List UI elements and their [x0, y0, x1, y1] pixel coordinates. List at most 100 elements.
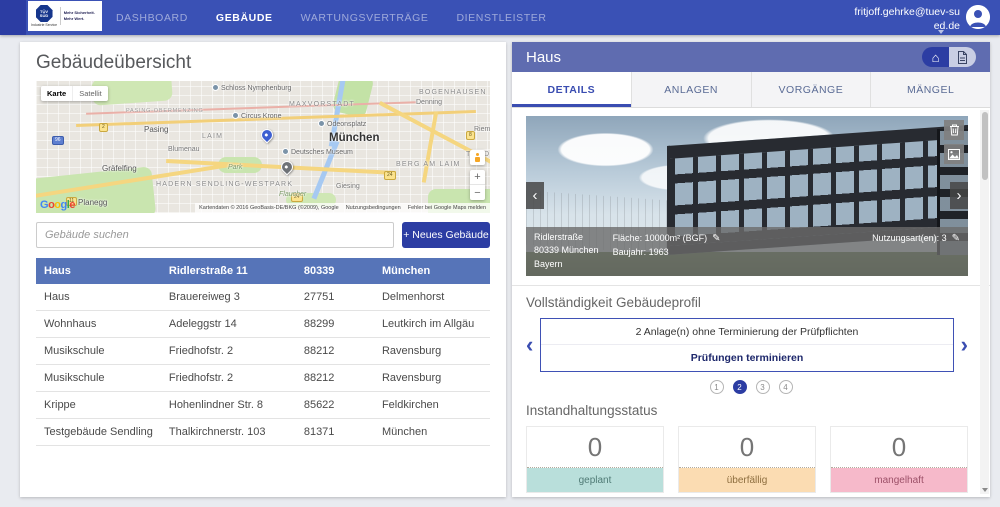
column-header: Haus: [36, 258, 161, 284]
tab-anlagen[interactable]: ANLAGEN: [632, 72, 752, 107]
building-map-marker[interactable]: [258, 126, 276, 144]
scrollbar-thumb[interactable]: [981, 112, 988, 180]
address-city: 80339 München: [534, 245, 599, 255]
scrollbar-down-arrow[interactable]: [980, 485, 989, 494]
zoom-in-button[interactable]: +: [470, 170, 485, 185]
section-divider: [512, 285, 990, 286]
building-address: Ridlerstraße 80339 München Bayern: [534, 231, 599, 272]
pegman-streetview-icon[interactable]: [470, 150, 485, 165]
delete-photo-button[interactable]: [944, 120, 964, 140]
status-label: mangelhaft: [831, 468, 967, 492]
schedule-inspections-link[interactable]: Prüfungen terminieren: [690, 352, 804, 364]
building-facts: Fläche: 10000m² (BGF) ✎ Baujahr: 1963: [613, 231, 859, 272]
google-logo: Google: [40, 199, 75, 211]
nav-item-wartungsvertraege[interactable]: WARTUNGSVERTRÄGE: [300, 11, 429, 24]
building-map-marker-inactive[interactable]: [278, 158, 296, 176]
profile-task-card: 2 Anlage(n) ohne Terminierung der Prüfpf…: [540, 318, 954, 372]
document-icon: [958, 50, 967, 64]
panel-scrollbar[interactable]: [980, 110, 989, 494]
logo-divider: [60, 7, 61, 25]
user-menu-caret-icon[interactable]: [938, 30, 944, 34]
table-row[interactable]: Krippe Hohenlindner Str. 8 85622 Feldkirche…: [36, 391, 490, 419]
column-header: München: [373, 258, 490, 284]
map-zoom-control: + −: [470, 170, 485, 200]
table-row[interactable]: Musikschule Friedhofstr. 2 88212 Ravensburg: [36, 337, 490, 365]
new-building-button[interactable]: + Neues Gebäude: [402, 222, 490, 248]
column-header: Ridlerstraße 11: [160, 258, 296, 284]
user-avatar-icon[interactable]: [966, 5, 990, 29]
nav-item-gebaeude[interactable]: GEBÄUDE: [215, 11, 273, 24]
map-label-district: LAIM: [202, 133, 224, 140]
gallery-button[interactable]: [944, 144, 964, 164]
carousel-pagination: 1 2 3 4: [526, 380, 976, 394]
maintenance-status-cards: 0 geplant 0 überfällig 0 mangelhaft: [526, 426, 968, 493]
map-label-poi: Deutsches Museum: [282, 148, 353, 156]
edit-area-icon[interactable]: ✎: [712, 232, 721, 244]
tuev-sued-octagon-icon: TÜV SÜD: [35, 5, 53, 22]
status-label: geplant: [527, 468, 663, 492]
table-row[interactable]: Wohnhaus Adeleggstr 14 88299 Leutkirch im A…: [36, 310, 490, 338]
nav-item-dienstleister[interactable]: DIENSTLEISTER: [456, 11, 547, 24]
building-usage: Nutzungsart(en): 3: [872, 232, 947, 243]
details-tab-content: ‹ › Ridlerstraße 80339 München Bayern Fl…: [512, 108, 990, 493]
edit-usage-icon[interactable]: ✎: [951, 232, 960, 244]
tab-maengel[interactable]: MÄNGEL: [906, 83, 955, 96]
map-copyright: Kartendaten © 2016 GeoBasis-DE/BKG (©200…: [199, 205, 339, 211]
table-row[interactable]: Haus Brauereiweg 3 27751 Delmenhorst: [36, 284, 490, 311]
page-dot-1[interactable]: 1: [709, 380, 724, 394]
building-search-input[interactable]: [36, 222, 394, 248]
table-row[interactable]: Musikschule Friedhofstr. 2 88212 Ravensburg: [36, 364, 490, 392]
page-dot-3[interactable]: 3: [755, 380, 770, 394]
status-value: 0: [679, 427, 815, 468]
building-area: Fläche: 10000m² (BGF): [612, 232, 708, 243]
map-label-park: Flaucher: [279, 191, 307, 198]
tab-details[interactable]: DETAILS: [512, 72, 632, 107]
building-info-overlay: Ridlerstraße 80339 München Bayern Fläche…: [526, 226, 968, 276]
carousel-prev-button[interactable]: ‹: [526, 332, 534, 357]
map-label-place: Pasing: [144, 125, 169, 134]
map-type-karte-button[interactable]: Karte: [47, 89, 67, 98]
page-title: Gebäudeübersicht: [36, 52, 192, 73]
zoom-out-button[interactable]: −: [474, 186, 481, 199]
status-card: 0 geplant: [526, 426, 664, 493]
photo-prev-button[interactable]: ‹: [526, 182, 544, 209]
tuev-sued-logo: TÜV SÜD Industrie Service Mehr Sicherhei…: [28, 1, 102, 31]
main-navigation: DASHBOARD GEBÄUDE WARTUNGSVERTRÄGE DIENS…: [116, 0, 547, 35]
top-navbar: TÜV SÜD Industrie Service Mehr Sicherhei…: [0, 0, 1000, 35]
user-email: fritjoff.gehrke@tuev-sued.de: [854, 6, 960, 33]
column-header: 80339: [295, 258, 374, 284]
building-detail-panel: Haus ⌂ DETAILS ANLAGEN VORGÄNGE MÄNGEL: [512, 42, 990, 497]
page-dot-2[interactable]: 2: [732, 380, 747, 394]
document-view-button[interactable]: [949, 47, 976, 67]
nav-item-dashboard[interactable]: DASHBOARD: [116, 11, 188, 24]
logo-division-label: Industrie Service: [31, 23, 58, 27]
route-shield: 96: [52, 136, 64, 145]
map-terms-link[interactable]: Nutzungsbedingungen: [345, 205, 401, 211]
building-usage-block: Nutzungsart(en): 3 ✎: [872, 231, 960, 272]
photo-next-button[interactable]: ›: [950, 182, 968, 209]
map-type-satellit-button[interactable]: Satellit: [72, 86, 108, 101]
trash-icon: [949, 124, 959, 136]
table-header-row: Haus Ridlerstraße 11 80339 München: [36, 258, 490, 284]
map-report-link[interactable]: Fehler bei Google Maps melden: [407, 205, 486, 211]
building-photo-carousel: ‹ › Ridlerstraße 80339 München Bayern Fl…: [526, 116, 968, 276]
tab-vorgaenge[interactable]: VORGÄNGE: [752, 72, 872, 107]
map-label-poi: Circus Krone: [232, 112, 281, 120]
map-label-district: BERG AM LAIM: [396, 161, 461, 168]
user-menu[interactable]: fritjoff.gehrke@tuev-sued.de: [852, 3, 990, 33]
google-map[interactable]: 96 2 24 24 8 11 Schloss Nymphenburg BOGE…: [36, 81, 490, 213]
detail-tabs: DETAILS ANLAGEN VORGÄNGE MÄNGEL: [512, 72, 990, 108]
map-label-poi: Schloss Nymphenburg: [212, 84, 291, 92]
map-attribution: Kartendaten © 2016 GeoBasis-DE/BKG (©200…: [195, 203, 490, 213]
page-dot-4[interactable]: 4: [778, 380, 793, 394]
map-label-district: HADERN SENDLING-WESTPARK: [156, 181, 294, 188]
table-row[interactable]: Testgebäude Sendling Thalkirchnerstr. 103…: [36, 418, 490, 446]
carousel-next-button[interactable]: ›: [960, 332, 968, 357]
photo-actions: [944, 120, 964, 164]
home-icon: ⌂: [931, 49, 940, 65]
view-toggle: ⌂: [922, 47, 976, 67]
map-label-place: Blumenau: [168, 146, 200, 153]
profile-carousel: ‹ 2 Anlage(n) ohne Terminierung der Prüf…: [526, 318, 968, 372]
home-view-button[interactable]: ⌂: [922, 47, 949, 67]
profile-task-message: 2 Anlage(n) ohne Terminierung der Prüfpf…: [541, 319, 953, 345]
